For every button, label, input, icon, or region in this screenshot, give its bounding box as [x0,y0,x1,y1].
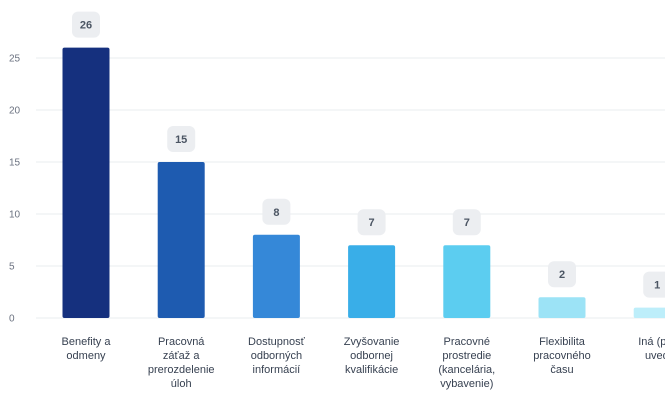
data-label-badge [72,11,100,38]
bar [443,245,491,318]
data-label: 15 [175,134,187,146]
data-label: 7 [369,217,375,229]
bar [62,47,110,318]
data-label: 2 [559,269,565,281]
y-tick-label: 10 [9,210,21,221]
data-label: 1 [654,280,660,292]
data-label-badge [643,271,665,298]
data-label-badge [548,261,576,288]
data-label-badge [262,198,291,225]
x-tick-label: Pracovná záťaž a prerozdelenie úloh [148,336,215,390]
y-tick-label: 15 [9,158,21,169]
bar [538,297,586,318]
y-tick-label: 0 [9,314,15,325]
x-tick-label: Dostupnosť odborných informácií [248,336,306,376]
x-tick-label: Iná (preuveď [638,336,665,362]
y-tick-label: 5 [9,262,15,273]
bar [633,307,665,318]
bar [348,245,396,318]
data-label: 8 [273,207,279,219]
x-tick-label: Pracovné prostredie (kancelária, vybavenie) [438,336,495,390]
y-tick-label: 25 [9,54,21,65]
data-label: 26 [80,20,92,32]
data-label-badge [167,126,196,152]
x-tick-label: Zvyšovanie odbornej kvalifikácie [344,336,400,376]
x-tick-label: Flexibilita pracovného času [533,336,591,376]
data-label-badge [452,209,481,236]
bar [252,234,300,318]
x-tick-label: Benefity a odmeny [62,336,112,362]
y-tick-label: 20 [9,106,21,117]
data-label-badge [357,209,386,236]
data-label: 7 [464,217,470,229]
bar [157,162,205,318]
